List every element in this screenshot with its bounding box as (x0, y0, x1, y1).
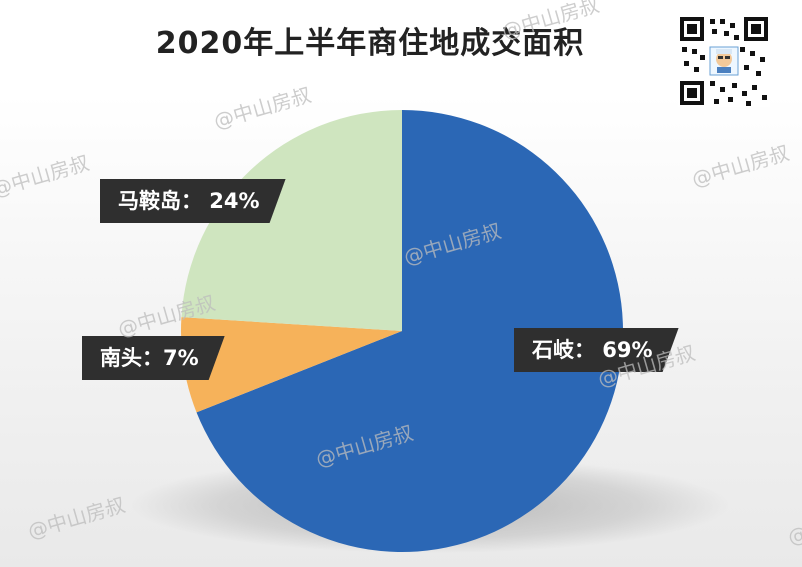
pie-slice-1 (196, 110, 623, 552)
slice-label-nantou: 南头：7% (82, 336, 225, 380)
qr-code-graphic (678, 15, 770, 107)
chart-title: 2020年上半年商住地成交面积 (155, 26, 585, 61)
pie-slice-2 (181, 317, 402, 413)
pie-slice-3 (181, 110, 402, 331)
slice-label-shiqi: 石岐： 69% (514, 328, 679, 372)
slice-label-maanshan-island: 马鞍岛： 24% (100, 179, 286, 223)
qr-code-icon (678, 15, 770, 107)
